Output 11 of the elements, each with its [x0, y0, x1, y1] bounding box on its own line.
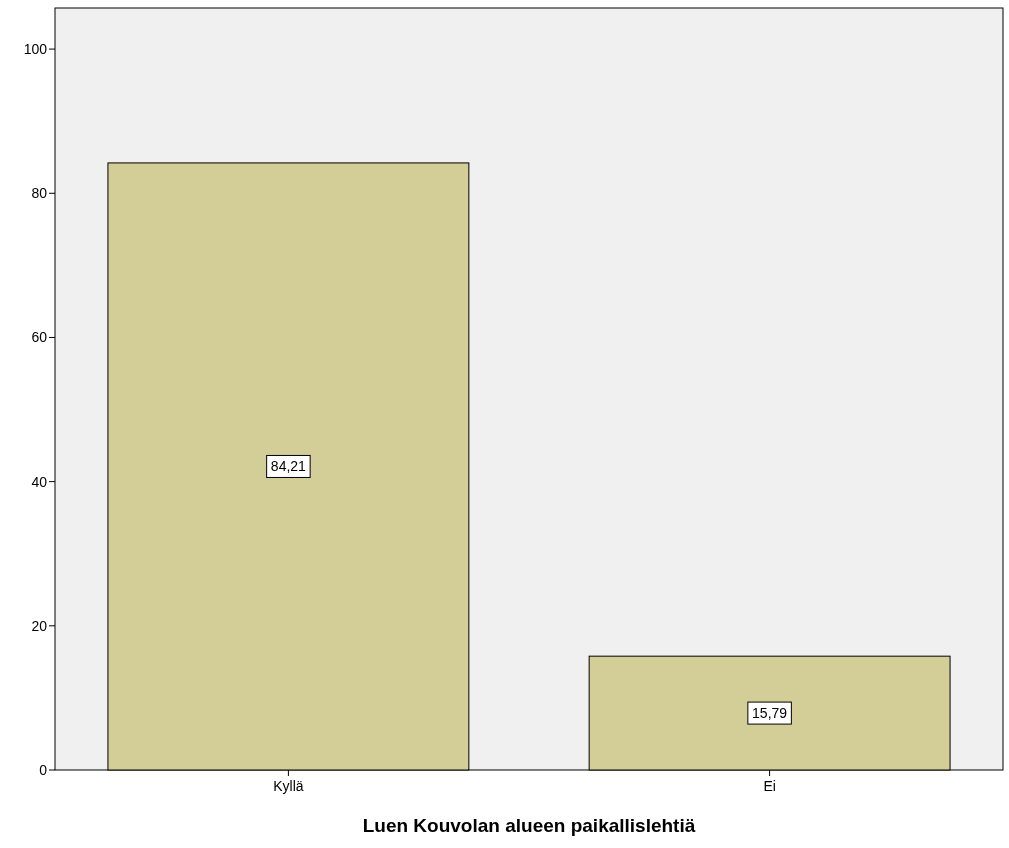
x-tick-label: Ei: [763, 778, 776, 794]
data-label: 15,79: [752, 705, 788, 722]
x-tick-label: Kyllä: [273, 778, 304, 794]
y-tick-label: 100: [23, 41, 48, 58]
y-tick-label: 0: [39, 762, 48, 778]
y-tick-label: 20: [31, 617, 48, 634]
x-axis-title: Luen Kouvolan alueen paikallislehtiä: [362, 815, 696, 836]
data-label: 84,21: [270, 458, 307, 475]
y-tick-label: 40: [31, 473, 48, 490]
y-tick-label: 60: [31, 329, 48, 346]
y-tick-label: 80: [31, 185, 48, 202]
